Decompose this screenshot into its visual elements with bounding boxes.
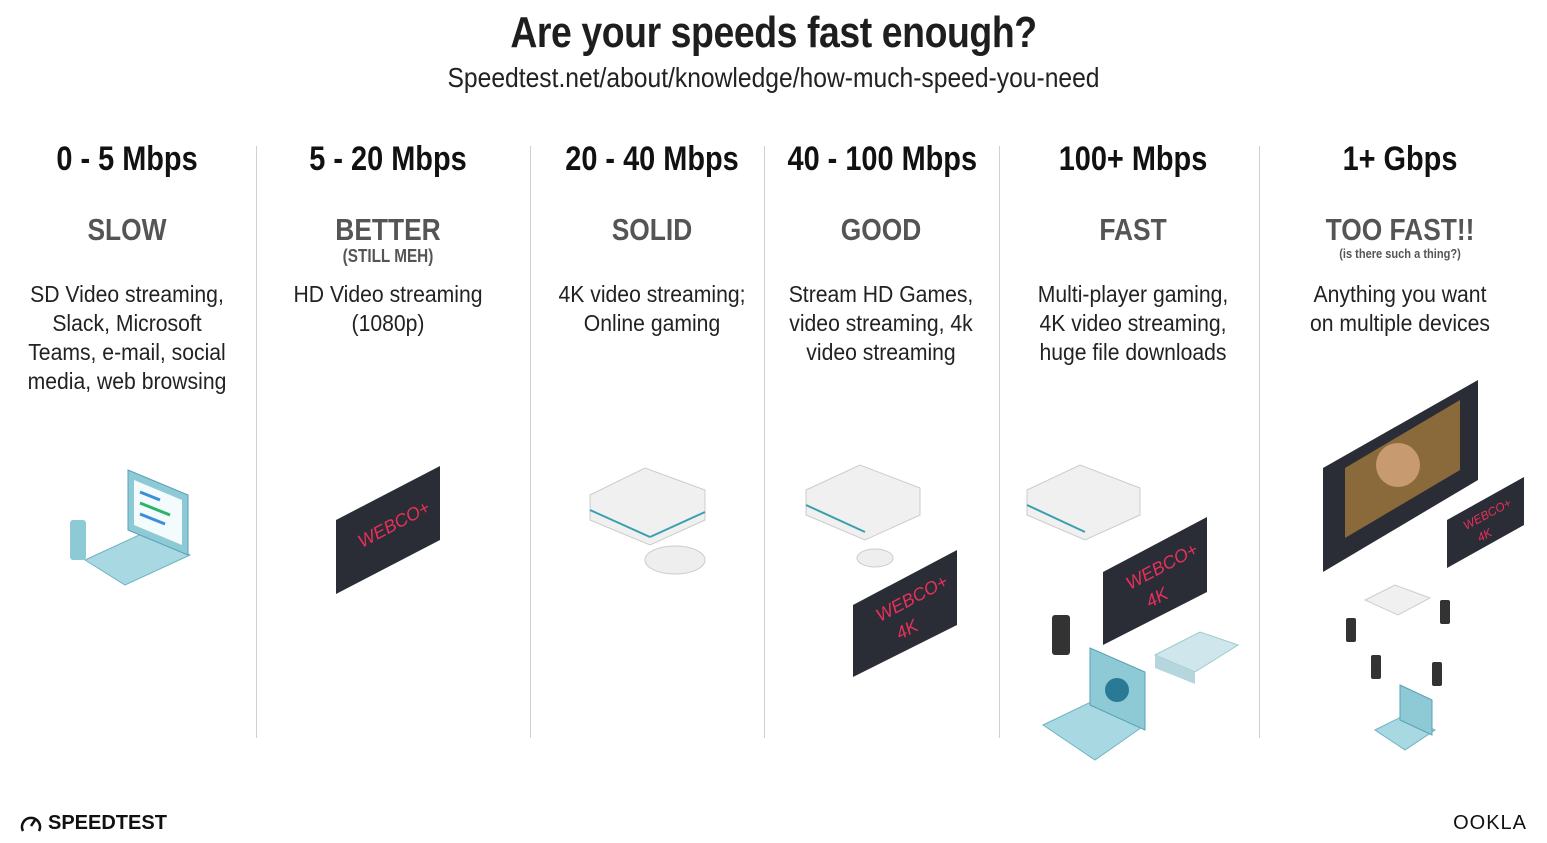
laptop-icon: [1041, 647, 1146, 761]
phone-icon: [1440, 600, 1450, 624]
speed-range: 5 - 20 Mbps: [309, 140, 467, 178]
description-line: media, web browsing: [27, 368, 227, 394]
game-console-icon: [805, 464, 921, 568]
speedtest-logo: SPEEDTEST: [20, 812, 167, 835]
rating-note: (is there such a thing?): [1339, 246, 1461, 261]
tv-4k-icon: WEBCO+ 4K: [1103, 517, 1207, 645]
speed-range: 0 - 5 Mbps: [56, 140, 198, 178]
divider: [999, 146, 1000, 738]
page-title: Are your speeds fast enough?: [510, 8, 1037, 57]
tv-movie-icon: [1323, 380, 1478, 572]
divider: [530, 146, 531, 738]
description-line: SD Video streaming,: [30, 281, 224, 307]
use-case-description: HD Video streaming (1080p): [278, 280, 499, 338]
description-line: Teams, e-mail, social: [28, 339, 226, 365]
game-console-icon: [1363, 584, 1432, 616]
speed-range: 100+ Mbps: [1058, 140, 1208, 178]
speed-tier-column: 40 - 100 Mbps GOOD Stream HD Games, video…: [771, 140, 991, 367]
description-line: HD Video streaming: [293, 281, 483, 307]
divider: [256, 146, 257, 738]
use-case-description: 4K video streaming; Online gaming: [551, 280, 753, 338]
description-line: 4K video streaming;: [558, 281, 746, 307]
description-line: on multiple devices: [1310, 310, 1490, 336]
laptop-icon: [70, 469, 192, 586]
speed-rating: GOOD: [840, 212, 922, 247]
phone-icon: [1371, 655, 1381, 679]
use-case-description: SD Video streaming, Slack, Microsoft Teams…: [17, 280, 238, 396]
phone-icon: [1432, 662, 1442, 686]
use-case-description: Multi-player gaming, 4K video streaming, h…: [1023, 280, 1244, 367]
phone-icon: [1346, 618, 1356, 642]
description-line: Multi-player gaming,: [1037, 281, 1229, 307]
speed-tier-column: 1+ Gbps TOO FAST!! (is there such a thin…: [1280, 140, 1520, 338]
speedtest-logo-text: SPEEDTEST: [48, 812, 167, 834]
description-line: 4K video streaming,: [1039, 310, 1227, 336]
description-line: Slack, Microsoft: [52, 310, 202, 336]
game-console-icon: [1026, 464, 1141, 541]
game-console-icon: [589, 467, 706, 575]
description-line: huge file downloads: [1039, 339, 1227, 365]
speed-tier-column: 0 - 5 Mbps SLOW SD Video streaming, Slack…: [7, 140, 247, 396]
description-line: Stream HD Games,: [788, 281, 974, 307]
speed-range: 20 - 40 Mbps: [565, 140, 739, 178]
phone-icon: [1052, 615, 1070, 655]
svg-text:4K: 4K: [1475, 525, 1495, 545]
console-icon: [1153, 631, 1240, 684]
speed-rating: FAST: [1099, 212, 1167, 247]
ookla-logo: OOKLA: [1453, 812, 1527, 834]
divider: [1259, 146, 1260, 738]
speed-range: 40 - 100 Mbps: [787, 140, 978, 178]
description-line: (1080p): [351, 310, 425, 336]
description-line: Online gaming: [583, 310, 721, 336]
tv-icon: WEBCO+: [336, 466, 440, 594]
speed-rating: TOO FAST!!: [1325, 212, 1475, 247]
tv-4k-icon: WEBCO+ 4K: [853, 550, 957, 677]
speed-rating: SOLID: [611, 212, 693, 247]
speed-rating: BETTER: [335, 212, 441, 247]
laptop-icon: [1374, 684, 1436, 751]
description-line: Anything you want: [1313, 281, 1487, 307]
speed-tier-column: 100+ Mbps FAST Multi-player gaming, 4K vi…: [1013, 140, 1253, 367]
speed-tier-column: 20 - 40 Mbps SOLID 4K video streaming; On…: [542, 140, 762, 338]
gauge-icon: [20, 816, 42, 832]
description-line: video streaming, 4k: [789, 310, 973, 336]
speed-range: 1+ Gbps: [1342, 140, 1458, 178]
use-case-description: Anything you want on multiple devices: [1290, 280, 1511, 338]
speed-tier-column: 5 - 20 Mbps BETTER (STILL MEH) HD Video …: [268, 140, 508, 338]
description-line: video streaming: [806, 339, 956, 365]
rating-note: (STILL MEH): [342, 246, 434, 266]
page-subtitle: Speedtest.net/about/knowledge/how-much-s…: [447, 62, 1100, 93]
divider: [764, 146, 765, 738]
use-case-description: Stream HD Games, video streaming, 4k video…: [780, 280, 982, 367]
speed-rating: SLOW: [87, 212, 167, 247]
